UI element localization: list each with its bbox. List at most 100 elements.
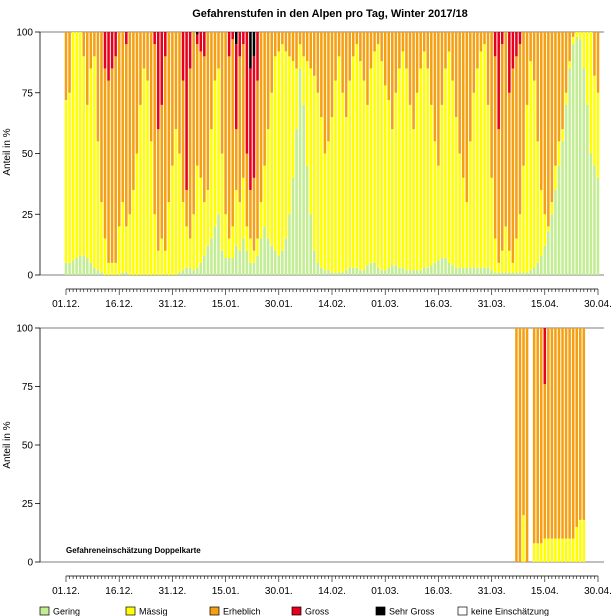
bar-segment-erheblich (490, 32, 493, 178)
x-tick-label: 30.01. (265, 299, 293, 310)
bar-segment-gering (394, 265, 398, 275)
bar-segment-erheblich (305, 32, 309, 62)
bar-segment-gering (451, 265, 454, 275)
bar-segment-mässig (135, 153, 139, 275)
bar-segment-mässig (128, 214, 132, 275)
bar-segment-mässig (415, 92, 419, 271)
bar-segment-gering (309, 214, 312, 275)
bar-segment-gering (369, 262, 373, 275)
bar-segment-erheblich (483, 32, 486, 45)
bar-segment-gross (153, 32, 156, 45)
bar-segment-mässig (68, 92, 71, 263)
bar-segment-gross (245, 32, 249, 154)
legend-swatch (375, 606, 386, 616)
bar-segment-gering (203, 255, 206, 275)
bar-segment-gering (185, 267, 188, 275)
bar-segment-mässig (213, 80, 217, 227)
bar-segment-gross (103, 32, 107, 69)
bar-segment-gross (252, 56, 256, 178)
bar-segment-gering (373, 262, 376, 275)
bar-segment-erheblich (550, 32, 554, 203)
bar-segment-mässig (532, 80, 536, 268)
bar-segment-erheblich (220, 32, 224, 154)
bar-segment-erheblich (578, 328, 582, 520)
bar-segment-gering (281, 250, 284, 275)
bar-segment-gross (543, 328, 547, 385)
bar-segment-gross (114, 32, 117, 57)
y-tick-label: 50 (22, 441, 34, 452)
bar-segment-gering (571, 44, 575, 276)
bar-segment-erheblich (415, 32, 419, 93)
bar-segment-gering (362, 270, 366, 275)
bar-segment-gering (96, 270, 100, 275)
bar-segment-erheblich (327, 32, 330, 142)
bar-segment-erheblich (554, 32, 557, 166)
bar-segment-mässig (401, 51, 405, 268)
bar-segment-erheblich (539, 328, 543, 544)
bar-segment-mässig (525, 104, 529, 273)
bar-segment-erheblich (454, 32, 458, 118)
bar-segment-gering (330, 272, 334, 275)
bar-segment-gross (188, 32, 192, 69)
bar-segment-erheblich (86, 32, 89, 105)
bar-segment-mässig (171, 165, 174, 275)
bar-segment-erheblich (561, 328, 564, 539)
bar-segment-gering (465, 267, 469, 275)
bar-segment-erheblich (132, 32, 135, 190)
bar-segment-gering (220, 250, 224, 275)
bar-segment-erheblich (174, 32, 178, 130)
bar-segment-gross (497, 32, 500, 130)
bar-segment-erheblich (117, 32, 121, 227)
bar-segment-gross (195, 34, 199, 45)
bar-segment-erheblich (547, 328, 550, 539)
bar-segment-mässig (234, 189, 238, 246)
bar-segment-mässig (316, 92, 320, 263)
bar-segment-gering (231, 257, 234, 275)
legend-label: keine Einschätzung (471, 607, 549, 616)
bar-segment-gering (497, 272, 500, 275)
bar-segment-mässig (589, 32, 593, 154)
bar-segment-mässig (479, 51, 483, 268)
chart-title: Gefahrenstufen in den Alpen pro Tag, Win… (192, 8, 468, 20)
bar-segment-erheblich (550, 328, 554, 539)
bar-segment-mässig (543, 214, 547, 246)
bar-segment-gering (575, 36, 578, 275)
bar-segment-erheblich (497, 129, 500, 263)
y-tick-label: 100 (16, 324, 33, 335)
bar-segment-erheblich (273, 32, 277, 57)
bar-segment-erheblich (195, 44, 199, 166)
y-tick-label: 25 (22, 210, 34, 221)
bar-segment-gering (557, 165, 561, 275)
bar-segment-mässig (405, 68, 408, 271)
x-tick-label: 15.04. (531, 299, 559, 310)
bar-segment-mässig (78, 32, 82, 256)
bar-segment-erheblich (344, 32, 348, 118)
bar-segment-gering (249, 262, 252, 275)
bar-segment-mässig (337, 56, 341, 273)
bar-segment-mässig (242, 177, 245, 239)
bar-segment-gering (298, 68, 302, 275)
bar-segment-erheblich (518, 44, 522, 215)
bar-segment-gering (178, 272, 181, 275)
bar-segment-mässig (121, 202, 125, 273)
x-tick-label: 15.04. (531, 586, 559, 597)
bar-segment-mässig (422, 51, 426, 268)
bar-segment-gering (525, 272, 529, 275)
bar-segment-erheblich (139, 32, 142, 105)
legend-label: Gering (53, 607, 80, 616)
bar-segment-gering (508, 272, 511, 275)
bar-segment-erheblich (557, 32, 561, 142)
bar-segment-gering (454, 267, 458, 275)
bar-segment-gross (515, 32, 518, 57)
bar-segment-erheblich (242, 44, 245, 178)
bar-segment-erheblich (103, 68, 107, 239)
bar-segment-mässig (532, 543, 536, 562)
bar-segment-gross (493, 32, 497, 57)
bar-segment-mässig (146, 80, 149, 275)
bar-segment-mässig (227, 238, 231, 258)
bar-segment-mässig (522, 165, 525, 273)
bar-segment-erheblich (461, 32, 465, 178)
legend-label: Gross (305, 607, 330, 616)
bar-segment-erheblich (312, 32, 316, 76)
bar-segment-mässig (181, 202, 185, 271)
